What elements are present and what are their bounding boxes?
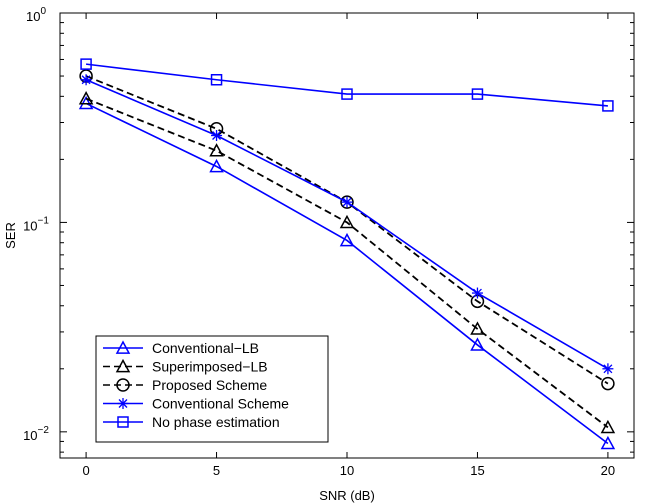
data-point-conventional-scheme bbox=[602, 363, 614, 375]
legend-marker-superimposed-lb bbox=[115, 358, 131, 373]
legend-label-conventional-scheme: Conventional Scheme bbox=[152, 396, 289, 412]
data-point-superimposed-lb bbox=[209, 143, 224, 157]
legend-marker-no-phase-estimation bbox=[117, 416, 129, 428]
legend-marker-proposed-scheme bbox=[116, 378, 130, 392]
data-point-no-phase-estimation bbox=[210, 74, 223, 86]
x-tick-label: 10 bbox=[340, 463, 354, 478]
data-point-conventional-lb bbox=[209, 158, 224, 173]
series-conventional-lb bbox=[78, 95, 616, 450]
data-point-no-phase-estimation bbox=[341, 88, 353, 100]
axis-ticks bbox=[60, 12, 634, 458]
data-point-conventional-scheme bbox=[341, 196, 353, 208]
data-point-conventional-scheme bbox=[80, 74, 92, 86]
data-point-superimposed-lb bbox=[470, 321, 485, 335]
series-layer bbox=[78, 58, 616, 450]
data-point-no-phase-estimation bbox=[602, 100, 614, 112]
legend-marker-conventional-scheme bbox=[117, 398, 129, 409]
data-point-conventional-lb bbox=[600, 435, 616, 450]
data-point-proposed-scheme bbox=[340, 195, 354, 209]
series-conventional-scheme bbox=[80, 74, 614, 375]
data-point-no-phase-estimation bbox=[471, 88, 484, 100]
data-point-superimposed-lb bbox=[600, 419, 616, 434]
legend-marker-conventional-lb bbox=[115, 340, 131, 354]
series-line-superimposed-lb bbox=[85, 97, 609, 429]
y-axis-label: SER bbox=[3, 222, 18, 249]
data-point-conventional-scheme bbox=[471, 287, 483, 299]
x-axis-label: SNR (dB) bbox=[319, 488, 375, 503]
data-point-proposed-scheme bbox=[601, 376, 615, 391]
series-line-conventional-lb bbox=[85, 102, 609, 445]
x-tick-label: 15 bbox=[470, 463, 484, 478]
data-point-conventional-lb bbox=[470, 337, 485, 351]
data-point-conventional-lb bbox=[339, 232, 355, 247]
data-point-conventional-lb bbox=[78, 95, 94, 110]
x-tick-label: 5 bbox=[213, 463, 220, 478]
legend-label-conventional-lb: Conventional−LB bbox=[152, 340, 259, 356]
legend-label-superimposed-lb: Superimposed−LB bbox=[152, 359, 268, 375]
data-point-conventional-scheme bbox=[211, 130, 223, 142]
series-line-no-phase-estimation bbox=[85, 63, 608, 107]
data-point-no-phase-estimation bbox=[80, 58, 92, 70]
data-point-superimposed-lb bbox=[78, 91, 94, 105]
legend-label-proposed-scheme: Proposed Scheme bbox=[152, 377, 267, 393]
legend-box bbox=[95, 335, 329, 443]
data-point-superimposed-lb bbox=[339, 214, 355, 229]
y-tick-label: 100 bbox=[26, 6, 46, 24]
legend: Conventional−LB Superimposed−LB Proposed S… bbox=[95, 335, 329, 443]
x-tick-label: 20 bbox=[601, 463, 615, 478]
y-tick-label: 10−2 bbox=[23, 425, 49, 443]
series-no-phase-estimation bbox=[80, 58, 614, 112]
tick-labels: 0 5 10 15 20 10−2 10−1 100 bbox=[23, 6, 615, 478]
x-tick-label: 0 bbox=[82, 463, 89, 478]
y-tick-label: 10−1 bbox=[23, 215, 49, 233]
legend-label-no-phase-estimation: No phase estimation bbox=[152, 414, 280, 430]
series-superimposed-lb bbox=[78, 91, 616, 434]
